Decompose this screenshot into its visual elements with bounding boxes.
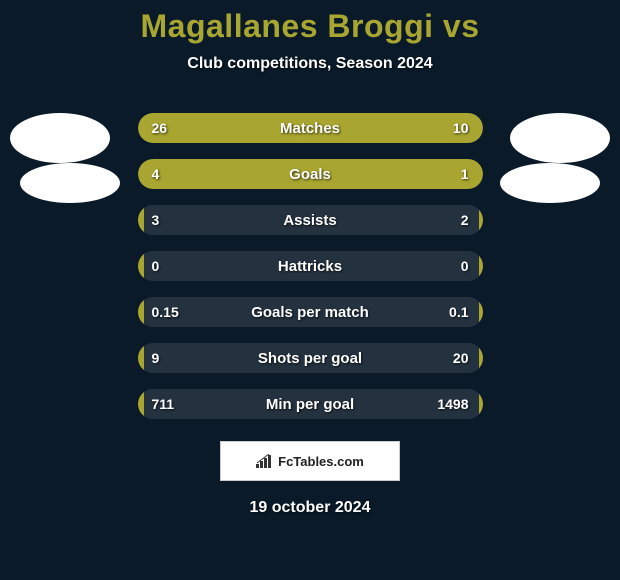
stat-label: Min per goal (138, 396, 483, 413)
stat-fill-left (138, 113, 380, 143)
player-avatar-left-primary (10, 113, 110, 163)
stat-value-left: 711 (152, 396, 175, 412)
player-avatar-left-secondary (20, 163, 120, 203)
stat-value-left: 0 (152, 258, 160, 274)
stat-fill-left (138, 297, 145, 327)
stat-label: Goals per match (138, 304, 483, 321)
stat-value-right: 0 (461, 258, 469, 274)
stat-fill-left (138, 205, 145, 235)
stat-label: Assists (138, 212, 483, 229)
stat-fill-right (479, 251, 482, 281)
stat-value-right: 1498 (437, 396, 468, 412)
stat-value-right: 20 (453, 350, 469, 366)
stat-label: Hattricks (138, 258, 483, 275)
branding-text: FcTables.com (278, 454, 364, 469)
stat-row: 711 1498Min per goal (138, 389, 483, 419)
stat-row: 0.15 0.1Goals per match (138, 297, 483, 327)
stat-value-right: 0.1 (449, 304, 468, 320)
stat-row: 9 20Shots per goal (138, 343, 483, 373)
stat-fill-left (138, 159, 404, 189)
stats-container: 2610Matches41Goals32Assists00Hattricks0.… (138, 113, 483, 419)
stat-row: 0 0Hattricks (138, 251, 483, 281)
page-title: Magallanes Broggi vs (0, 0, 620, 45)
stat-fill-left (138, 343, 145, 373)
stat-label: Shots per goal (138, 350, 483, 367)
stat-fill-left (138, 389, 145, 419)
stat-value-left: 0.15 (152, 304, 179, 320)
stat-value-right: 2 (461, 212, 469, 228)
stat-fill-right (479, 343, 482, 373)
stat-fill-right (403, 159, 482, 189)
stat-row: 3 2Assists (138, 205, 483, 235)
stat-row: 41Goals (138, 159, 483, 189)
stat-fill-right (479, 389, 482, 419)
stat-value-left: 26 (152, 120, 168, 136)
stat-row: 2610Matches (138, 113, 483, 143)
stat-fill-right (479, 297, 482, 327)
branding-badge[interactable]: FcTables.com (220, 441, 400, 481)
stat-value-left: 4 (152, 166, 160, 182)
stat-value-left: 9 (152, 350, 160, 366)
page-subtitle: Club competitions, Season 2024 (0, 55, 620, 73)
stat-fill-right (479, 205, 482, 235)
stat-value-right: 10 (453, 120, 469, 136)
chart-icon (256, 454, 274, 468)
player-avatar-right-secondary (500, 163, 600, 203)
stat-value-left: 3 (152, 212, 160, 228)
player-avatar-right-primary (510, 113, 610, 163)
stat-fill-left (138, 251, 145, 281)
stat-value-right: 1 (461, 166, 469, 182)
footer-date: 19 october 2024 (0, 499, 620, 517)
